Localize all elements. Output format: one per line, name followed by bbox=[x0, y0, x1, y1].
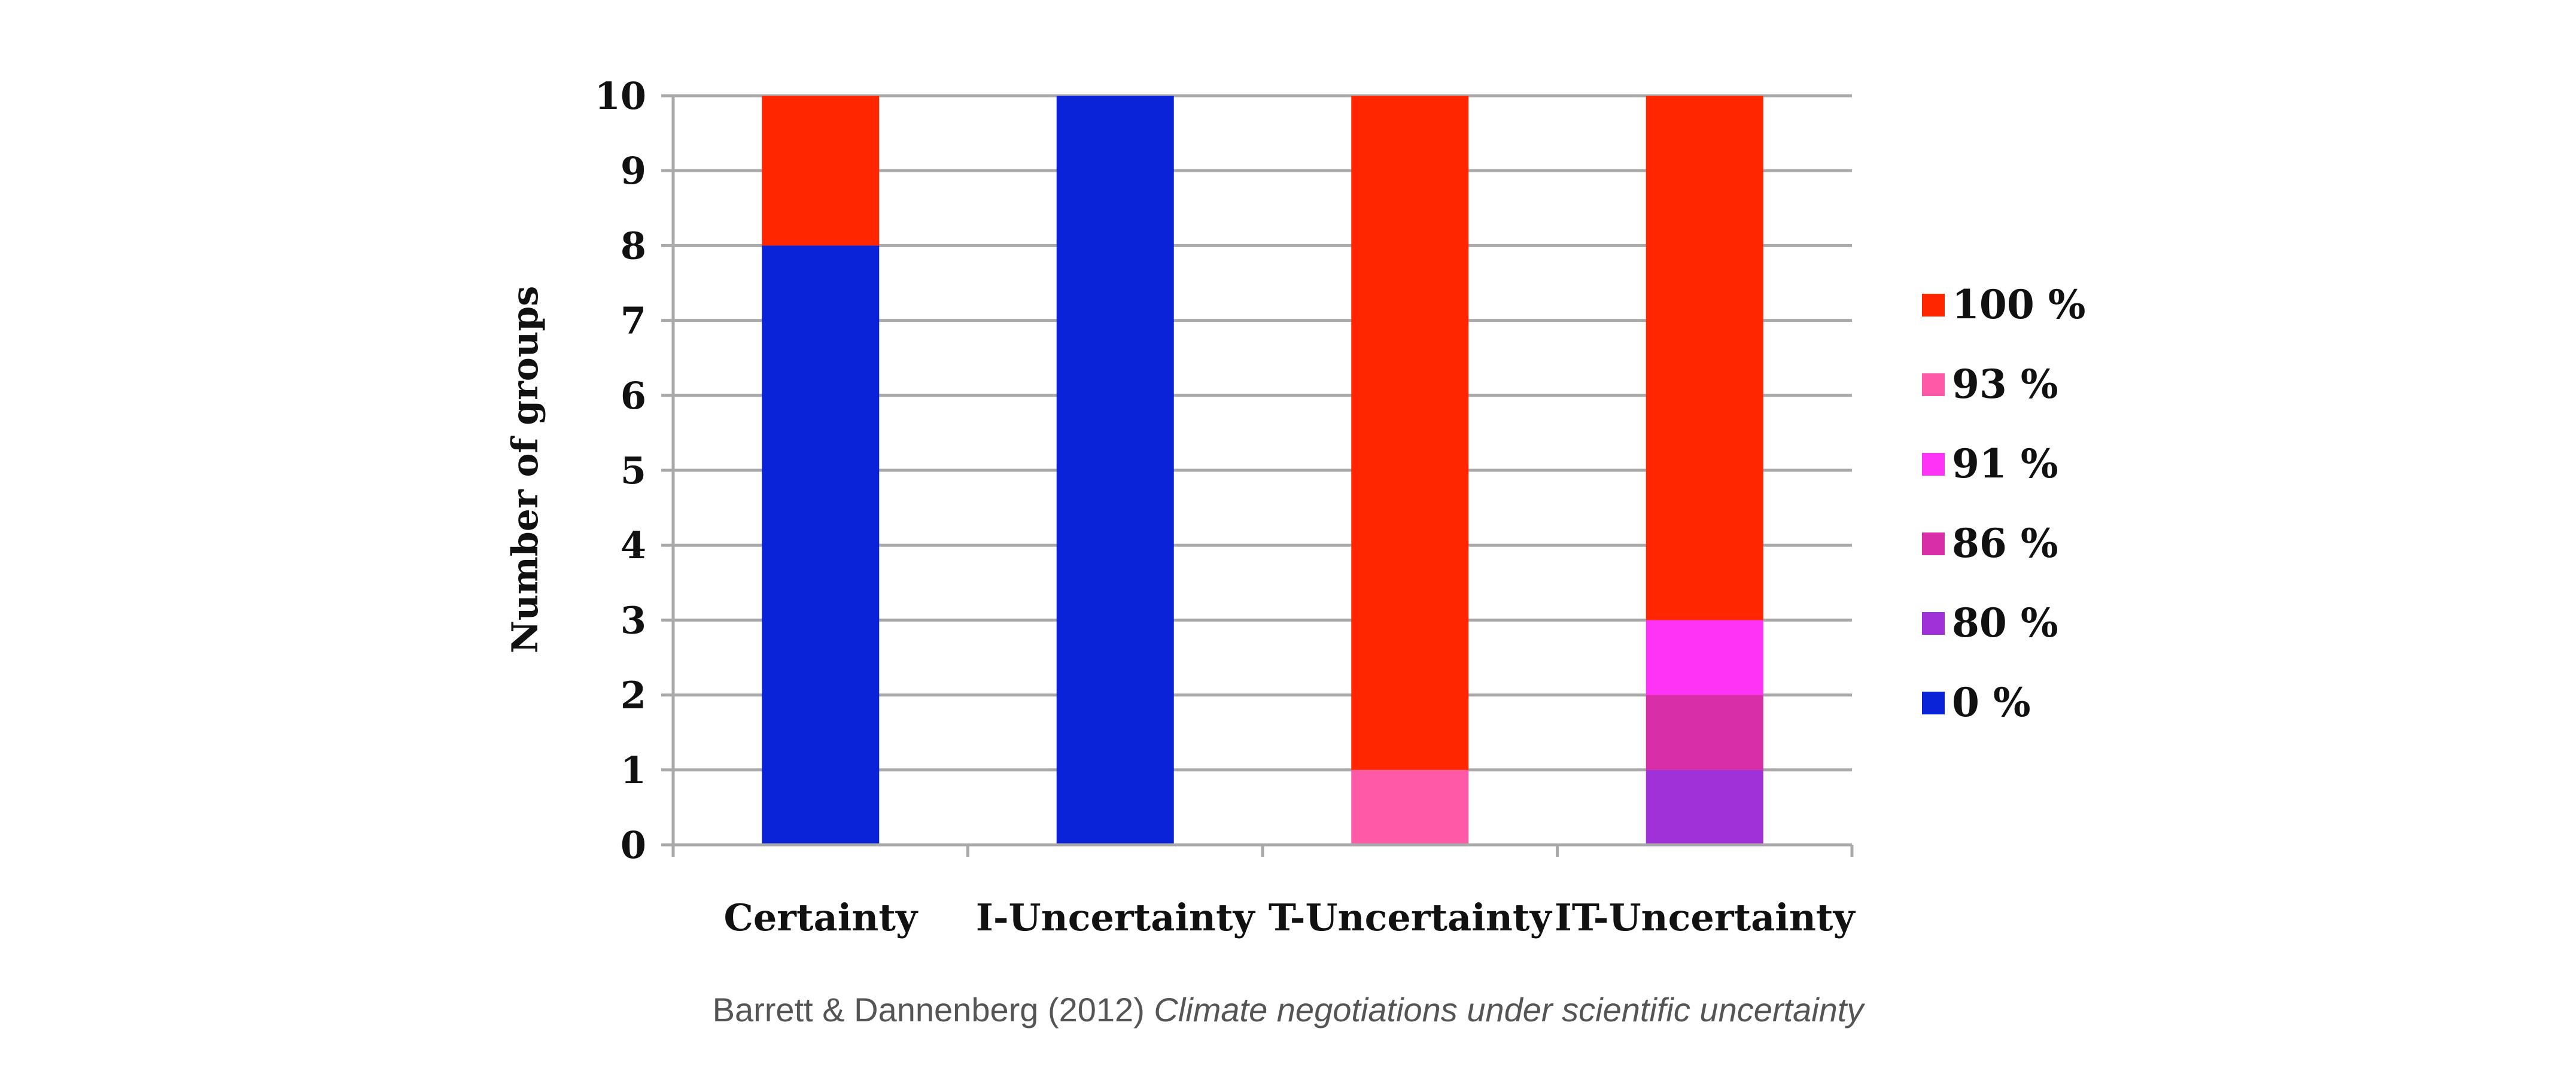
x-category-label: Certainty bbox=[723, 896, 919, 939]
y-tick-label: 1 bbox=[621, 748, 646, 792]
y-tick-label: 9 bbox=[621, 149, 646, 193]
legend-label: 93 % bbox=[1952, 361, 2058, 407]
bar-segment bbox=[1646, 769, 1763, 845]
figure-caption: Barrett & Dannenberg (2012) Climate nego… bbox=[0, 990, 2576, 1029]
legend-label: 86 % bbox=[1952, 520, 2058, 567]
legend-swatch bbox=[1922, 453, 1945, 476]
bar-segment bbox=[1646, 695, 1763, 770]
legend-label: 91 % bbox=[1952, 440, 2058, 487]
y-axis-title: Number of groups bbox=[504, 286, 546, 653]
x-category-label: I-Uncertainty bbox=[976, 896, 1256, 939]
legend-swatch bbox=[1922, 373, 1945, 396]
y-tick-label: 8 bbox=[621, 224, 646, 267]
bars bbox=[762, 96, 1763, 845]
legend-label: 80 % bbox=[1952, 600, 2058, 646]
x-category-label: T-Uncertainty bbox=[1269, 896, 1553, 939]
legend-label: 100 % bbox=[1952, 281, 2085, 328]
legend-swatch bbox=[1922, 612, 1945, 635]
y-tick-label: 2 bbox=[621, 674, 646, 717]
y-tick-label: 6 bbox=[621, 374, 646, 418]
bar-segment bbox=[1646, 96, 1763, 620]
y-tick-label: 0 bbox=[621, 823, 646, 867]
bar-segment bbox=[762, 245, 880, 845]
y-tick-label: 3 bbox=[621, 598, 646, 642]
bar-segment bbox=[1351, 96, 1469, 770]
x-category-label: IT-Uncertainty bbox=[1555, 896, 1856, 939]
legend-swatch bbox=[1922, 692, 1945, 714]
y-tick-label: 7 bbox=[621, 299, 646, 343]
labels: 0 1 2 3 4 5 6 7 8 9 10 Certainty I-Uncertainty T-Unce… bbox=[595, 74, 1856, 939]
legend-swatch bbox=[1922, 294, 1945, 317]
y-tick-label: 4 bbox=[621, 524, 646, 567]
y-tick-label: 5 bbox=[621, 449, 646, 492]
y-tick-label: 10 bbox=[595, 74, 646, 118]
caption-title: Climate negotiations under scientific un… bbox=[1154, 991, 1864, 1029]
bar-segment bbox=[762, 96, 880, 246]
legend: 100 % 93 % 91 % 86 % 80 % 0 % bbox=[1922, 281, 2085, 726]
legend-label: 0 % bbox=[1952, 679, 2031, 726]
bar-segment bbox=[1646, 620, 1763, 695]
caption-citation: Barrett & Dannenberg (2012) bbox=[712, 991, 1154, 1029]
bar-segment bbox=[1056, 96, 1174, 845]
legend-swatch bbox=[1922, 532, 1945, 555]
bar-segment bbox=[1351, 769, 1469, 845]
axes bbox=[661, 94, 1854, 857]
